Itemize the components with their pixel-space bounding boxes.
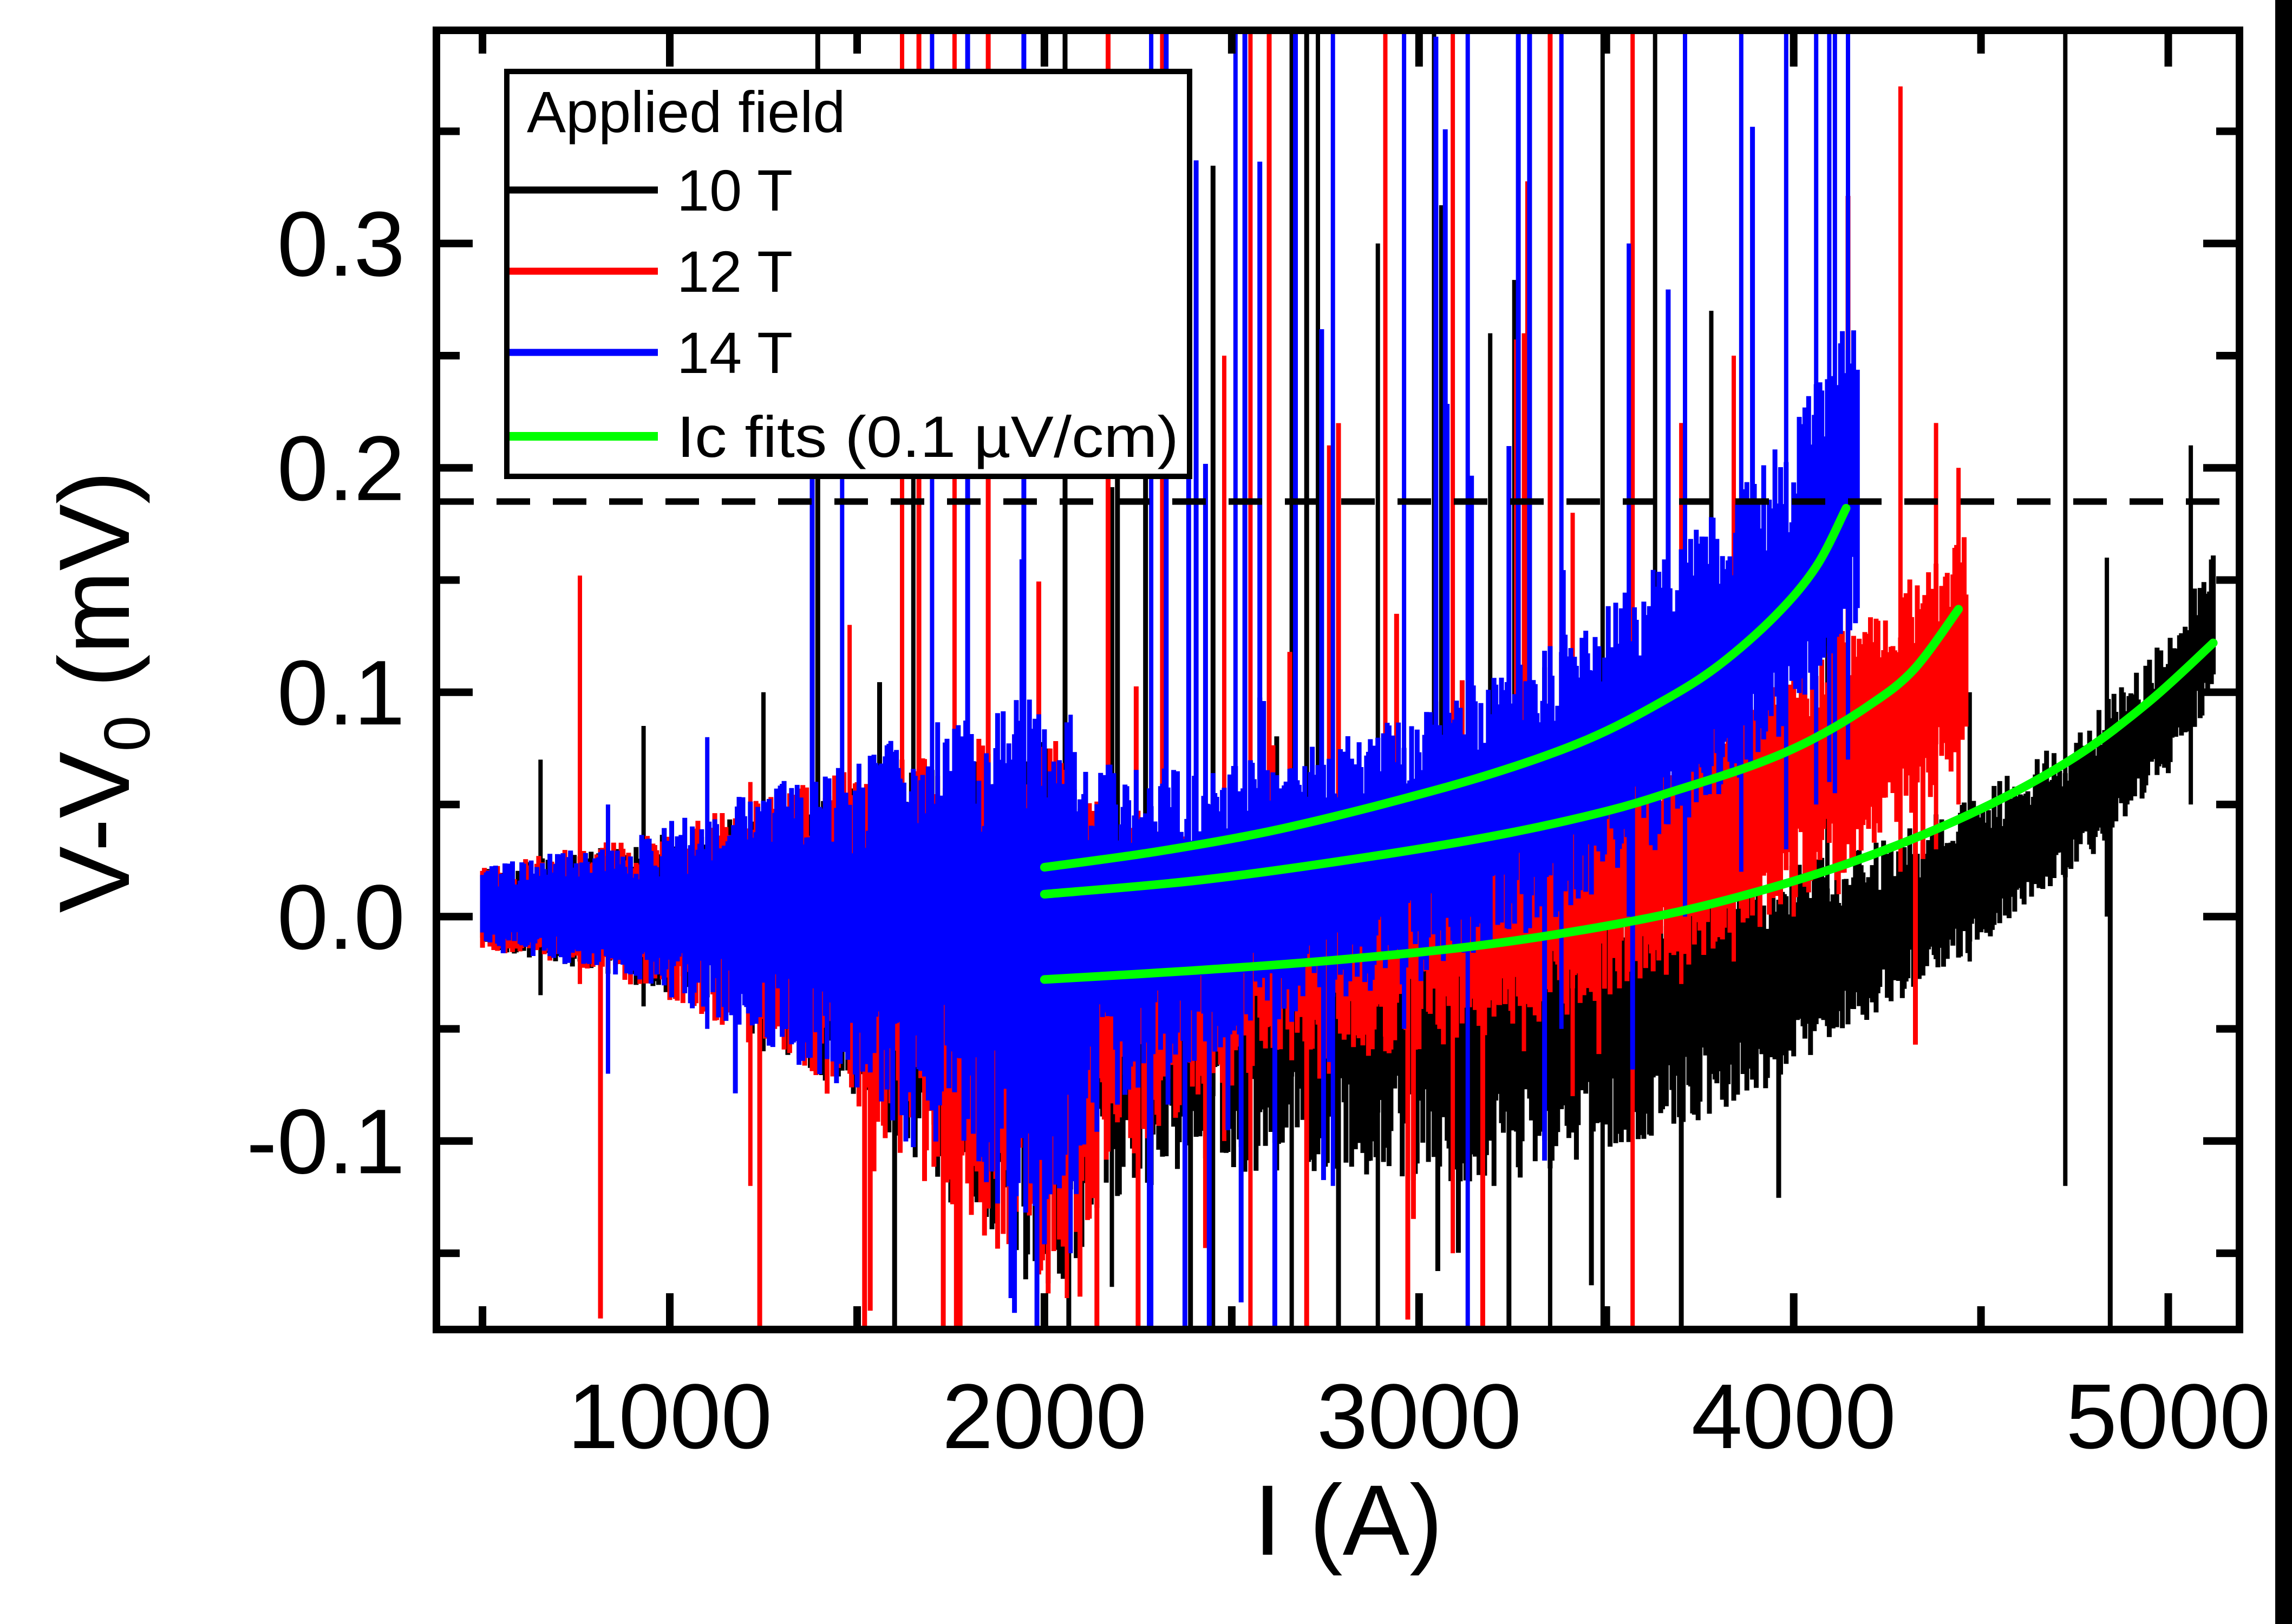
data-layer xyxy=(440,30,2236,1330)
legend-entry-label: 12 T xyxy=(677,239,793,304)
x-tick-label: 4000 xyxy=(1692,1365,1896,1468)
x-tick-label: 2000 xyxy=(942,1365,1147,1468)
plot-frame xyxy=(433,27,2243,1333)
x-tick-label: 1000 xyxy=(567,1365,772,1468)
y-tick-label: 0.2 xyxy=(277,417,405,520)
screen-right-edge-artifact xyxy=(2275,0,2292,1624)
legend-entry-label: Ic fits (0.1 µV/cm) xyxy=(677,404,1179,469)
y-tick-label: -0.1 xyxy=(246,1090,405,1193)
axis-ticks xyxy=(440,34,2236,1326)
ic-fit-curve-12T xyxy=(1040,605,1963,899)
y-axis-title-part: (mV) xyxy=(39,470,151,715)
y-axis-title: V-V0 (mV) xyxy=(39,470,164,913)
x-axis-title: I (A) xyxy=(1253,1465,1442,1576)
y-axis-title-part: V-V xyxy=(39,751,151,913)
ic-fit-curve-10T xyxy=(1040,638,2218,984)
y-tick-label: 0.3 xyxy=(277,193,405,296)
ic-fit-curve-14T xyxy=(1040,503,1851,872)
y-axis-title-part: 0 xyxy=(91,716,164,752)
legend-entry-label: 10 T xyxy=(677,158,793,223)
legend-entry-label: 14 T xyxy=(677,320,793,385)
series-spikes-14T xyxy=(605,30,1850,1330)
x-tick-label: 3000 xyxy=(1317,1365,1522,1468)
y-tick-label: 0.0 xyxy=(277,866,405,969)
y-tick-label: 0.1 xyxy=(277,641,405,744)
legend-title: Applied field xyxy=(527,79,845,145)
x-tick-label: 5000 xyxy=(2066,1365,2270,1468)
legend: Applied field 10 T 12 T 14 T Ic fits (0.1 µV… xyxy=(504,69,1192,479)
